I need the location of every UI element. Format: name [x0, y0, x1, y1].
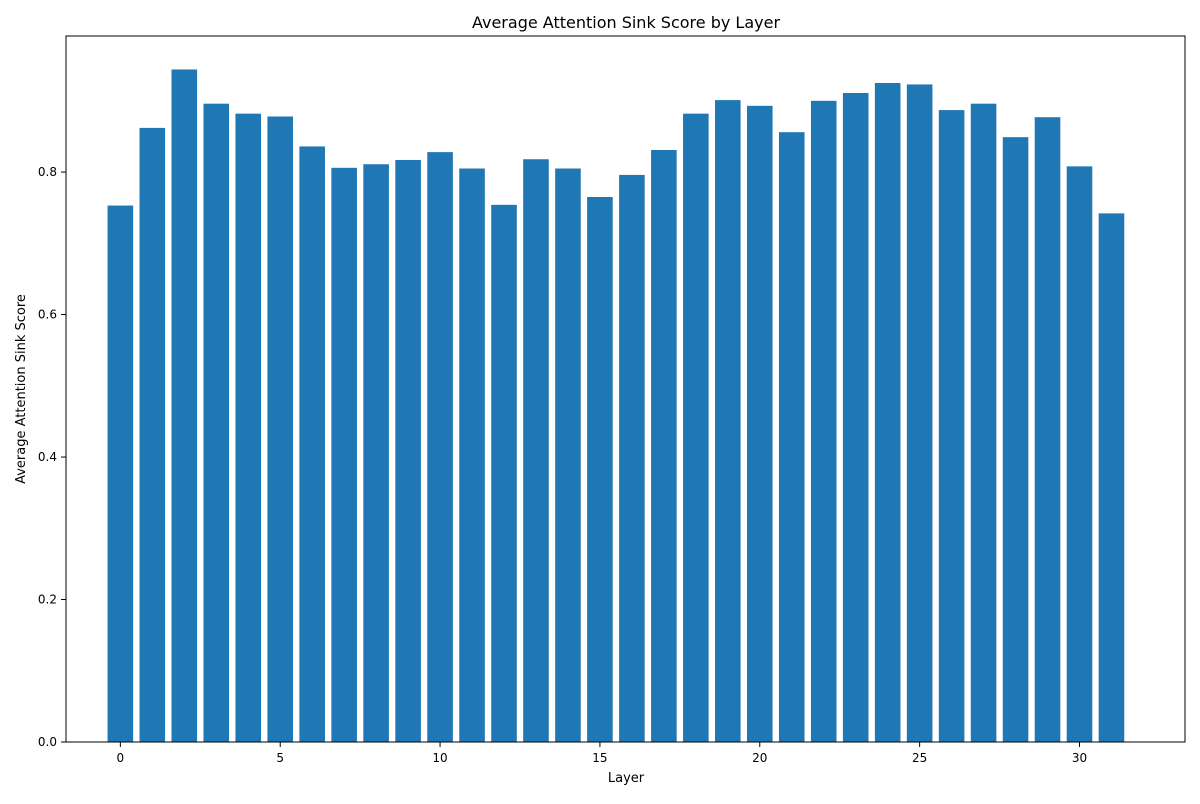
- y-axis-label: Average Attention Sink Score: [14, 294, 29, 484]
- x-axis-label: Layer: [608, 771, 645, 786]
- bar-layer-20: [746, 105, 773, 742]
- bar-layer-27: [970, 103, 997, 743]
- bar-layer-0: [107, 205, 134, 743]
- bar-layer-14: [555, 168, 581, 742]
- bar-layer-12: [491, 204, 517, 743]
- chart-title: Average Attention Sink Score by Layer: [472, 13, 780, 32]
- bar-layer-29: [1034, 117, 1061, 742]
- x-tick-label: 0: [117, 751, 125, 765]
- bar-layer-1: [139, 127, 166, 742]
- bar-layer-2: [171, 69, 198, 743]
- bar-layer-10: [427, 152, 453, 742]
- bar-layer-19: [715, 100, 741, 743]
- bar-layer-11: [459, 168, 485, 742]
- bar-layer-8: [363, 164, 389, 743]
- bars-group: [107, 69, 1125, 743]
- bar-layer-23: [842, 92, 869, 743]
- bar-layer-4: [235, 113, 262, 742]
- x-tick-label: 20: [752, 751, 767, 765]
- bar-layer-9: [395, 159, 421, 742]
- y-tick-label: 0.0: [38, 735, 57, 749]
- bar-layer-26: [938, 110, 965, 743]
- bar-layer-13: [523, 159, 549, 742]
- bar-layer-25: [906, 84, 933, 742]
- x-tick-label: 15: [592, 751, 607, 765]
- plot-frame: [65, 35, 1186, 743]
- bar-layer-6: [299, 146, 325, 743]
- bar-layer-21: [778, 132, 805, 742]
- bar-layer-3: [203, 103, 230, 743]
- bar-layer-30: [1066, 166, 1093, 742]
- bar-layer-7: [331, 167, 357, 743]
- y-tick-label: 0.8: [38, 165, 57, 179]
- bar-layer-31: [1098, 213, 1125, 742]
- bar-layer-28: [1002, 137, 1029, 742]
- bar-layer-15: [587, 197, 613, 742]
- bar-layer-16: [619, 174, 645, 743]
- bar-layer-24: [874, 83, 901, 742]
- y-tick-label: 0.6: [38, 308, 57, 322]
- x-tick-label: 30: [1072, 751, 1087, 765]
- x-tick-label: 25: [912, 751, 927, 765]
- y-axis-ticks: 0.0 0.2 0.4 0.6 0.8: [38, 165, 66, 749]
- bar-layer-5: [267, 116, 293, 742]
- x-tick-label: 5: [276, 751, 284, 765]
- y-tick-label: 0.2: [38, 593, 57, 607]
- y-tick-label: 0.4: [38, 450, 57, 464]
- bar-layer-17: [651, 149, 677, 743]
- x-axis-ticks: 0 5 10 15 20 25 30: [117, 742, 1087, 765]
- bar-layer-22: [810, 100, 837, 742]
- x-tick-label: 10: [432, 751, 447, 765]
- bar-layer-18: [683, 113, 709, 742]
